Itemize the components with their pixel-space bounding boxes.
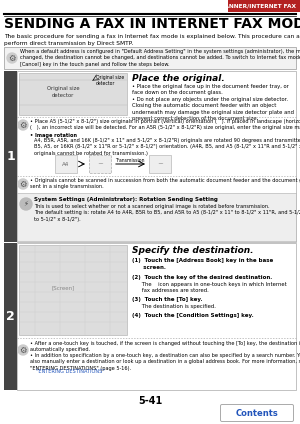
Text: Specify the destination.: Specify the destination. xyxy=(132,246,254,255)
Text: 2: 2 xyxy=(6,310,15,323)
Text: ⚙: ⚙ xyxy=(19,120,27,129)
Bar xyxy=(89,155,111,173)
Text: A4: A4 xyxy=(62,162,70,167)
Bar xyxy=(149,155,171,173)
Bar xyxy=(4,243,17,390)
Text: System Settings (Administrator): Rotation Sending Setting: System Settings (Administrator): Rotatio… xyxy=(34,197,218,202)
Bar xyxy=(19,73,127,115)
Text: (3)  Touch the [To] key.: (3) Touch the [To] key. xyxy=(132,297,202,302)
Text: Contents: Contents xyxy=(236,408,278,418)
Circle shape xyxy=(20,198,32,210)
Text: fax addresses are stored.: fax addresses are stored. xyxy=(132,288,209,293)
Text: • Place A5 (5-1/2" x 8-1/2") size originals in portrait (vertical) orientation (: • Place A5 (5-1/2" x 8-1/2") size origin… xyxy=(30,119,300,131)
Text: (4)  Touch the [Condition Settings] key.: (4) Touch the [Condition Settings] key. xyxy=(132,313,254,318)
Text: Original size
detector: Original size detector xyxy=(47,86,79,98)
Circle shape xyxy=(18,345,28,355)
Text: • Image rotation: • Image rotation xyxy=(30,133,77,138)
Text: 5-41: 5-41 xyxy=(138,396,162,406)
Text: [Screen]: [Screen] xyxy=(51,285,75,290)
Text: • Place the original face up in the document feeder tray, or
face down on the do: • Place the original face up in the docu… xyxy=(132,84,289,95)
Text: (1)  Touch the [Address Book] key in the base: (1) Touch the [Address Book] key in the … xyxy=(132,258,273,263)
Bar xyxy=(19,245,127,335)
Text: • After a one-touch key is touched, if the screen is changed without touching th: • After a one-touch key is touched, if t… xyxy=(30,341,300,352)
Text: When a default address is configured in "Default Address Setting" in the system : When a default address is configured in … xyxy=(20,49,300,67)
Text: "ENTERING DESTINATIONS": "ENTERING DESTINATIONS" xyxy=(36,369,105,374)
Text: ⚙: ⚙ xyxy=(19,346,27,354)
Text: The    icon appears in one-touch keys in which Internet: The icon appears in one-touch keys in wh… xyxy=(132,282,287,287)
Text: • Originals cannot be scanned in succession from both the automatic document fee: • Originals cannot be scanned in success… xyxy=(30,178,300,190)
Text: The basic procedure for sending a fax in Internet fax mode is explained below. T: The basic procedure for sending a fax in… xyxy=(4,34,300,46)
Bar xyxy=(17,243,296,390)
Text: • Do not place any objects under the original size detector.
Closing the automat: • Do not place any objects under the ori… xyxy=(132,97,294,121)
FancyBboxPatch shape xyxy=(220,404,293,421)
Bar xyxy=(17,193,296,241)
Text: ⚙: ⚙ xyxy=(19,179,27,189)
Bar xyxy=(17,71,296,242)
Circle shape xyxy=(18,120,28,130)
Text: ⚡: ⚡ xyxy=(24,201,28,207)
Text: (2)  Touch the key of the desired destination.: (2) Touch the key of the desired destina… xyxy=(132,275,272,280)
Text: Place the original.: Place the original. xyxy=(132,74,225,83)
Text: ⚙: ⚙ xyxy=(8,53,16,62)
Text: • In addition to specification by a one-touch key, a destination can also be spe: • In addition to specification by a one-… xyxy=(30,353,300,371)
Text: Transmission: Transmission xyxy=(115,158,145,163)
Bar xyxy=(4,47,296,69)
Bar xyxy=(55,155,77,173)
Text: Original size
detector: Original size detector xyxy=(96,75,124,86)
Circle shape xyxy=(18,179,28,189)
Circle shape xyxy=(7,53,17,63)
Text: ~: ~ xyxy=(97,161,103,167)
Text: screen.: screen. xyxy=(132,265,166,270)
Bar xyxy=(4,71,17,242)
Text: SCANNER/INTERNET FAX: SCANNER/INTERNET FAX xyxy=(216,3,296,8)
Text: ~: ~ xyxy=(157,161,163,167)
Text: SENDING A FAX IN INTERNET FAX MODE: SENDING A FAX IN INTERNET FAX MODE xyxy=(4,17,300,31)
Text: A4, B5R, A5R, and 16K (8-1/2" x 11" and 5-1/2" x 8-1/2"R) originals are rotated : A4, B5R, A5R, and 16K (8-1/2" x 11" and … xyxy=(34,138,300,156)
Text: This is used to select whether or not a scanned original image is rotated before: This is used to select whether or not a … xyxy=(34,204,300,222)
Text: The destination is specified.: The destination is specified. xyxy=(132,304,216,309)
Bar xyxy=(228,0,300,12)
Text: 1: 1 xyxy=(6,150,15,163)
